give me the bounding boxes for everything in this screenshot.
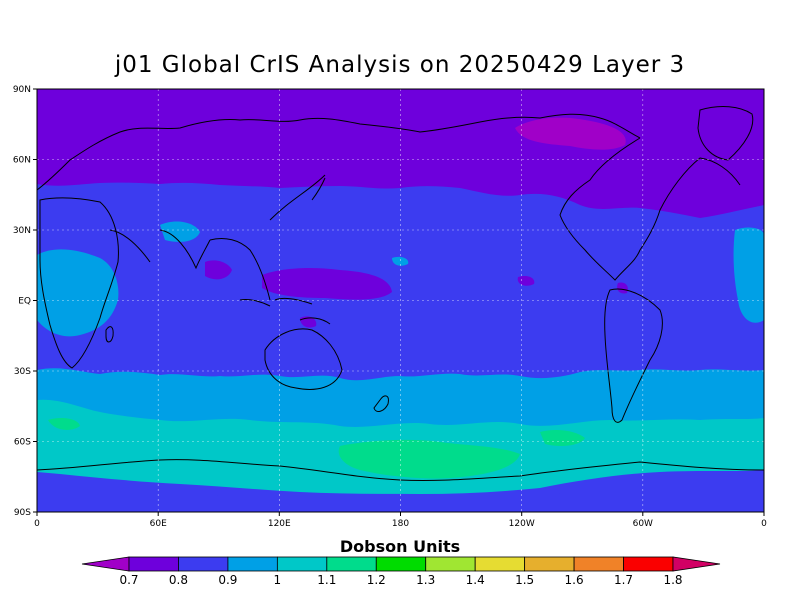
colorbar-swatch — [425, 556, 476, 572]
lat-label: 30N — [13, 226, 31, 236]
colorbar-tick-label: 1.6 — [565, 573, 584, 587]
lon-label: 120W — [509, 519, 535, 529]
lon-label: 0 — [761, 519, 767, 529]
lon-label: 180 — [392, 519, 409, 529]
coastlines — [36, 106, 765, 482]
colorbar-tick-label: 1.1 — [317, 573, 336, 587]
field-lb-atlantic — [733, 227, 764, 323]
field-tropics-purple-4 — [617, 282, 628, 294]
colorbar-tick-label: 1.8 — [663, 573, 682, 587]
field-green-3 — [48, 418, 80, 430]
colorbar-swatch — [573, 556, 624, 572]
lat-label: 90S — [14, 508, 31, 518]
colorbar-tick-label: 0.7 — [119, 573, 138, 587]
colorbar-swatch — [227, 556, 278, 572]
field-tropics-purple-3 — [517, 275, 535, 286]
colorbar-swatch — [276, 556, 328, 572]
lat-label: 90N — [13, 85, 31, 95]
lon-label: 120E — [268, 519, 291, 529]
field-lb-nw-pacific — [160, 221, 200, 242]
lat-labels: 90N 60N 30N EQ 30S 60S 90S — [13, 85, 31, 518]
lat-label: 60S — [14, 438, 31, 448]
colorbar-tick-label: 1.7 — [614, 573, 633, 587]
colorbar-tick-label: 0.8 — [169, 573, 188, 587]
lat-label: 60N — [13, 156, 31, 166]
colorbar — [81, 556, 721, 572]
lat-label: EQ — [18, 297, 31, 307]
field-lb-africa — [37, 249, 119, 337]
lon-label: 60W — [633, 519, 653, 529]
lon-label: 60E — [150, 519, 167, 529]
colorbar-swatch — [623, 556, 674, 572]
lon-labels: 0 60E 120E 180 120W 60W 0 — [34, 519, 767, 529]
colorbar-low-arrow — [81, 556, 130, 572]
colorbar-labels: 0.7 0.8 0.9 1 1.1 1.2 1.3 1.4 1.5 1.6 1.7 1.8 — [119, 573, 682, 587]
lat-label: 30S — [14, 367, 31, 377]
field-green-2 — [540, 430, 585, 446]
colorbar-swatch — [524, 556, 575, 572]
colorbar-swatch — [178, 556, 229, 572]
field-green-1 — [338, 439, 520, 479]
colorbar-swatch — [375, 556, 427, 572]
gridlines — [37, 89, 764, 512]
colorbar-swatch — [326, 556, 377, 572]
lat-ticks — [33, 88, 37, 513]
field-antarctic — [37, 478, 764, 512]
colorbar-tick-label: 1 — [274, 573, 282, 587]
colorbar-tick-label: 1.4 — [466, 573, 485, 587]
colorbar-swatch — [128, 556, 179, 572]
colorbar-title: Dobson Units — [339, 537, 461, 556]
lon-ticks — [36, 512, 765, 516]
colorbar-tick-label: 1.5 — [515, 573, 534, 587]
field-lb-central — [392, 256, 409, 266]
field-tropics-purple-2 — [205, 260, 232, 280]
colorbar-swatch — [474, 556, 526, 572]
lon-label: 0 — [34, 519, 40, 529]
colorbar-tick-label: 1.3 — [416, 573, 435, 587]
map-title: j01 Global CrIS Analysis on 20250429 Lay… — [114, 52, 686, 78]
field-tropics-purple-1 — [262, 267, 392, 300]
colorbar-tick-label: 1.2 — [367, 573, 386, 587]
colorbar-tick-label: 0.9 — [218, 573, 237, 587]
field-siberia-max — [515, 117, 626, 150]
colorbar-high-arrow — [672, 556, 721, 572]
